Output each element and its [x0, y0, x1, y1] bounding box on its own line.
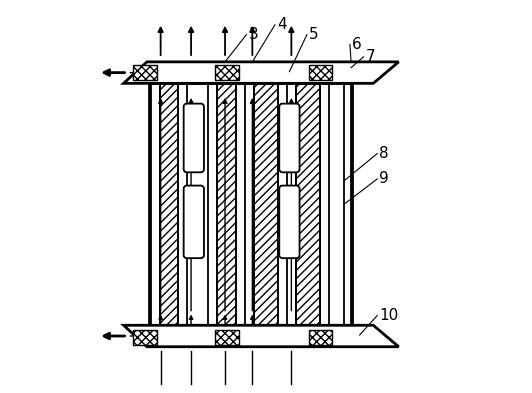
Bar: [309, 330, 332, 345]
FancyBboxPatch shape: [279, 104, 300, 172]
Bar: [296, 83, 320, 325]
Bar: [149, 83, 352, 325]
Text: 5: 5: [309, 27, 319, 42]
Text: 10: 10: [379, 308, 398, 323]
FancyBboxPatch shape: [184, 104, 204, 172]
Text: 9: 9: [379, 171, 389, 186]
FancyBboxPatch shape: [279, 185, 300, 258]
Text: 6: 6: [352, 37, 362, 52]
Bar: [309, 65, 332, 80]
FancyBboxPatch shape: [184, 185, 204, 258]
Text: 4: 4: [277, 17, 287, 32]
Bar: [160, 83, 178, 325]
Bar: [215, 330, 239, 345]
Bar: [134, 330, 157, 345]
Polygon shape: [123, 325, 398, 347]
Text: 7: 7: [365, 49, 375, 64]
Bar: [215, 65, 239, 80]
Polygon shape: [123, 62, 398, 83]
Bar: [254, 83, 278, 325]
Text: 8: 8: [379, 146, 389, 161]
Bar: [217, 83, 236, 325]
Text: 3: 3: [248, 27, 258, 42]
Bar: [134, 65, 157, 80]
